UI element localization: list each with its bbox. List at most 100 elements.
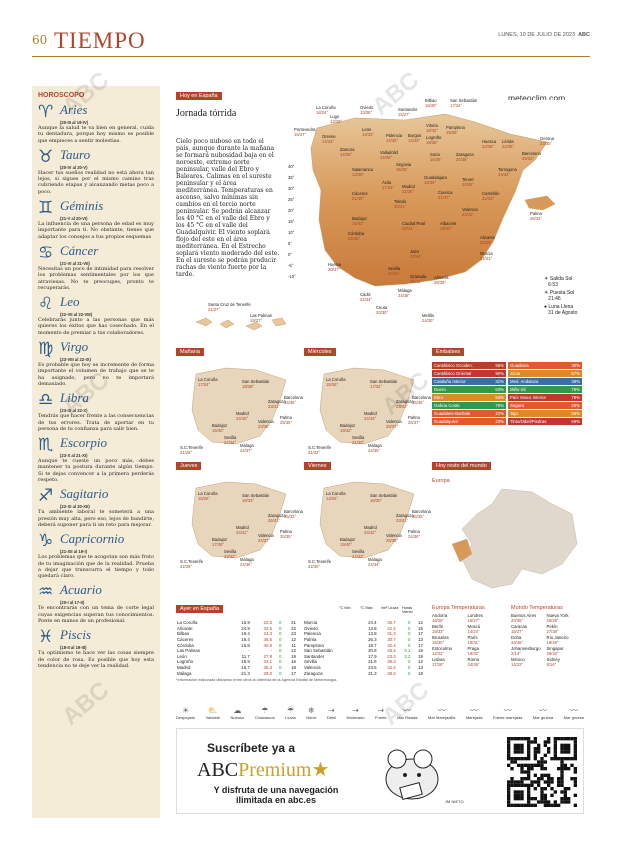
zodiac-icon: ♍ (38, 339, 54, 360)
sunset-icon: ☀ (544, 290, 549, 296)
map-city: Palma 26/34° (530, 211, 543, 221)
sign-text: Tu ambiente laboral te someterá a una pr… (38, 509, 154, 528)
map-city: Orense 14/33° (322, 134, 336, 144)
map-city: Santander 15/27° (398, 107, 418, 117)
intl-city: Caracas 19/27° (511, 624, 528, 634)
forecast-city: Zaragoza 26/41° (268, 513, 286, 523)
reservoir-row: Cantábrico Oriental 90% Júcar 57% (432, 370, 582, 377)
table-row: Córdoba 16.8 40.5 0 11 (177, 642, 296, 648)
ad-line3: Y disfruta de una navegación ilimitada e… (213, 785, 339, 805)
map-city: Soria 16/36° (430, 152, 443, 162)
table-row: Las Palmas - -0 12 (177, 648, 296, 654)
table-row: Bilbao 19.4 24.3 0 23 (177, 631, 296, 637)
forecast-tag: Viernes (304, 462, 331, 470)
city-tenerife: Santa Cruz de Tenerife 21/27° (208, 302, 251, 312)
temp-scale-label: 30° (288, 186, 295, 191)
sign-name: Tauro (60, 146, 91, 162)
legend-item: ⛅ Variable (205, 706, 220, 720)
zodiac-icon: ♎ (38, 390, 54, 411)
forecast-tag: Jueves (176, 462, 202, 470)
forecast-city: La Coruña 14/26° (326, 491, 346, 501)
forecast-city: Málaga 24/34° (368, 557, 382, 567)
weather-legend: ☀ Despejado ⛅ Variable ☁ Nuboso ☂ Chubascos ☔ Llu… (176, 706, 584, 720)
yesterday-tag: Ayer en España (176, 605, 224, 613)
forecast-city: San Sebastián 16/30° (370, 493, 398, 503)
horoscope-sign: ♑ Capricornio (21-XII al 19-I) Los problema… (38, 532, 154, 579)
column-header: °C Mín (339, 606, 351, 610)
forecast-tag: Mañana (176, 348, 204, 356)
zodiac-icon: ♓ (38, 627, 54, 648)
map-city: San Sebastián 17/24° (450, 98, 478, 108)
map-city: Gerona 23/35° (540, 136, 554, 146)
legend-item: ⇢ Débil (326, 706, 337, 720)
world-tag: Hoy resto del mundo (432, 462, 491, 470)
map-city: Teruel 20/35° (462, 177, 475, 187)
map-city: Albacete 19/40° (440, 221, 457, 231)
forecast-city: S.C.Tenerife 21/32° (308, 445, 332, 455)
intl-city: Andorra 18/26° (432, 613, 448, 623)
table-row: Sevilla 21.6 39.3 0 12 (304, 659, 423, 665)
world-temps-title: Mundo Temperaturas (511, 605, 563, 611)
forecast-map (191, 481, 287, 559)
temp-pair: México 14/22° Sídney 8/16° (511, 657, 582, 668)
sign-dates: (22-XI al 20-XII) (60, 504, 90, 510)
forecast-city: Badajoz 15/40° (212, 423, 228, 433)
map-city: Guadalajara 19/36° (424, 175, 447, 185)
forecast-city: Sevilla 23/42° (224, 549, 237, 559)
reservoir-cell: Cataluña Interior 31% (432, 378, 506, 385)
reservoir-row: Guadalquivir 23% Tinto/Odiel/Piedras 69% (432, 418, 582, 425)
intl-city: Praga 19/32° (467, 646, 480, 656)
legend-item: ☔ Lluvia (285, 706, 296, 720)
table-row: Palma 26.3 30.7 0 13 (304, 637, 423, 643)
map-city: Toledo 20/41° (394, 199, 407, 209)
reservoir-cell: Guadalquivir 23% (432, 418, 506, 425)
forecast-city: Palma 25/35° (280, 415, 293, 425)
legend-weather-icon: ⇢ (377, 706, 385, 715)
sign-text: Te encontrarás con un tema de corte lega… (38, 605, 154, 624)
table-row: San Sebastián 20.8 25.4 0.1 19 (304, 648, 423, 654)
reservoir-cell: Miño-Sil 79% (508, 386, 582, 393)
reservoir-row: Cantábrico Occiden. 96% Guadiana 30% (432, 362, 582, 369)
sign-text: Aunque la salud te va bien en general, c… (38, 125, 154, 144)
reservoir-cell: Guadalete-Barbate 22% (432, 410, 506, 417)
map-city: Sevilla 22/44° (388, 266, 401, 276)
map-city: Salamanca 13/35° (352, 167, 373, 177)
forecast-map (319, 481, 415, 559)
forecast-city: Madrid 24/41° (236, 525, 249, 535)
map-city: Barcelona 25/33° (522, 151, 541, 161)
ad-brand: ABCPremium★ (197, 759, 330, 781)
table-row: Cáceres 16.4 36.6 0 12 (177, 637, 296, 643)
sign-header: ♎ Libra (38, 390, 154, 411)
sign-header: ♒ Acuario (38, 583, 154, 602)
forecast-city: S.C.Tenerife 22/30° (308, 559, 332, 569)
map-city: Ceuta 20/30° (376, 305, 389, 315)
sign-text: Tu optimismo te hace ver las cosas siemp… (38, 650, 154, 669)
legend-weather-icon: ⇢ (328, 706, 335, 715)
sign-header: ♌ Leo (38, 295, 154, 314)
zodiac-icon: ♉ (38, 146, 54, 167)
forecast-city: San Sebastián 18/28° (242, 379, 270, 389)
horoscope-column: HOROSCOPO ♈ Aries (20-III al 19-IV) Aunque … (32, 86, 160, 818)
table-row: Palencia 13.8 31.3 0 17 (304, 631, 423, 637)
map-city: Almería 28/39° (434, 275, 449, 285)
map-city: La Coruña 18/24° (316, 105, 336, 115)
yesterday-table-right: Murcia 24.4 36.7 0 12 Oviedo 13.8 22.4 0 15 Palenc… (303, 620, 424, 676)
intl-city: Doha 33/46° (511, 635, 524, 645)
map-city: Melilla 24/30° (422, 313, 435, 323)
zodiac-icon: ♋ (38, 242, 54, 263)
qr-code-icon[interactable] (507, 737, 577, 807)
world-map (432, 484, 582, 596)
horoscope-sign: ♒ Acuario (20-I al 17-II) Te encontrarás co… (38, 583, 154, 624)
temp-pair: Berlín 19/33° Moscú 14/24° (432, 624, 503, 635)
cartoon-mouse-icon (385, 749, 439, 800)
subscription-ad[interactable]: Suscríbete ya a ABCPremium★ Y disfruta d… (176, 728, 584, 814)
legend-item: 〰 Fuerte marejada (493, 706, 523, 720)
sign-dates: (20-III al 19-IV) (60, 120, 89, 125)
intl-city: Río Janeiro 18/28° (546, 635, 569, 645)
sign-header: ♋ Cáncer (38, 242, 154, 263)
forecast-city: Badajoz 19/42° (340, 423, 356, 433)
forecast-city: Málaga 24/37° (240, 443, 254, 453)
brand-link[interactable]: meteoclim.com (508, 93, 566, 103)
sign-text: Los problemas que te acogotan son más fr… (38, 554, 154, 580)
yesterday-table: La Coruña 16.9 23.0 0 21 Alicante 24.9 33.6 0 22 B… (176, 620, 424, 682)
